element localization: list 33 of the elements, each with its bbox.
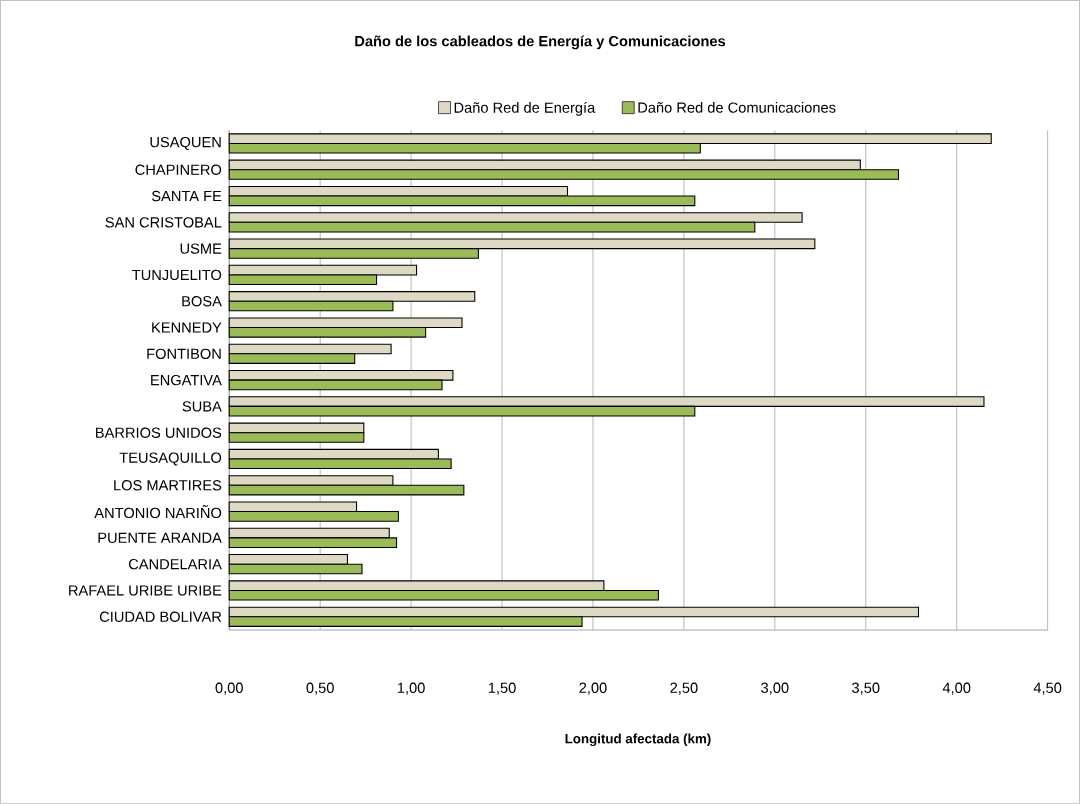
- y-tick-label: BARRIOS UNIDOS: [96, 427, 222, 438]
- chart-title: Daño de los cableados de Energía y Comunicaciones: [355, 35, 726, 50]
- y-tick-label: SUBA: [182, 401, 222, 412]
- x-tick-label: 3,50: [852, 682, 880, 695]
- y-tick-label: SAN CRISTOBAL: [105, 217, 222, 228]
- y-tick-label: ANTONIO NARIÑO: [94, 505, 222, 518]
- y-tick-label: PUENTE ARANDA: [98, 532, 222, 543]
- y-tick-label: ENGATIVA: [151, 374, 222, 386]
- x-tick-label: 4,50: [1033, 682, 1062, 695]
- legend-label: Daño Red de Energía: [454, 101, 596, 116]
- y-tick-label: FONTIBON: [147, 348, 221, 359]
- x-tick-label: 1,50: [488, 682, 516, 695]
- y-tick-label: CIUDAD BOLIVAR: [99, 611, 222, 622]
- y-tick-label: SANTA FE: [151, 190, 222, 202]
- x-tick-label: 0,00: [215, 682, 243, 695]
- y-tick-label: USAQUEN: [150, 136, 221, 150]
- y-tick-label: TEUSAQUILLO: [119, 452, 222, 466]
- y-tick-label: BOSA: [182, 295, 222, 307]
- y-tick-label: RAFAEL URIBE URIBE: [69, 585, 222, 596]
- y-tick-label: KENNEDY: [152, 322, 222, 333]
- x-tick-label: 3,00: [761, 682, 789, 695]
- y-tick-label: CANDELARIA: [128, 558, 222, 570]
- x-tick-label: 1,00: [397, 682, 425, 695]
- x-tick-label: 2,00: [579, 682, 607, 695]
- y-tick-label: USME: [180, 243, 222, 254]
- x-tick-label: 2,50: [670, 682, 698, 695]
- legend-label: Daño Red de Comunicaciones: [638, 101, 836, 113]
- x-tick-label: 4,00: [942, 682, 971, 695]
- y-tick-label: TUNJUELITO: [132, 269, 222, 281]
- x-tick-label: 0,50: [306, 682, 334, 695]
- y-tick-label: CHAPINERO: [135, 164, 222, 175]
- y-tick-label: LOS MARTIRES: [114, 480, 222, 491]
- x-axis-title: Longitud afectada (km): [565, 733, 711, 746]
